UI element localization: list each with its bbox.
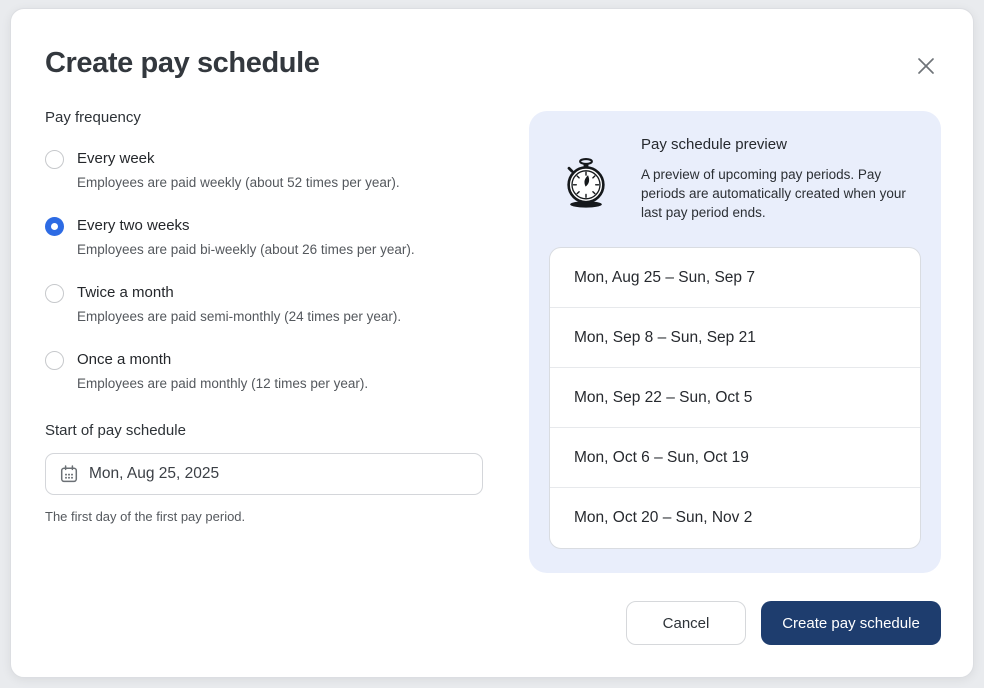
pay-schedule-preview-panel: Pay schedule preview A preview of upcomi…	[529, 111, 941, 573]
radio-unselected-icon[interactable]	[45, 351, 64, 370]
pay-periods-list: Mon, Aug 25 – Sun, Sep 7 Mon, Sep 8 – Su…	[549, 247, 921, 549]
pay-frequency-label: Pay frequency	[45, 109, 141, 126]
create-pay-schedule-dialog: Create pay schedule Pay frequency Every …	[10, 8, 974, 678]
option-label: Every week	[77, 150, 155, 167]
frequency-option-once-a-month[interactable]: Once a month Employees are paid monthly …	[45, 350, 507, 391]
frequency-option-twice-a-month[interactable]: Twice a month Employees are paid semi-mo…	[45, 283, 507, 324]
pay-period-row: Mon, Sep 8 – Sun, Sep 21	[550, 308, 920, 368]
start-date-helper-text: The first day of the first pay period.	[45, 509, 246, 524]
radio-selected-icon[interactable]	[45, 217, 64, 236]
pay-period-row: Mon, Aug 25 – Sun, Sep 7	[550, 248, 920, 308]
start-date-input[interactable]: Mon, Aug 25, 2025	[45, 453, 483, 495]
preview-description: A preview of upcoming pay periods. Pay p…	[641, 167, 906, 220]
frequency-option-every-week[interactable]: Every week Employees are paid weekly (ab…	[45, 149, 507, 190]
frequency-options: Every week Employees are paid weekly (ab…	[45, 149, 507, 391]
start-date-value: Mon, Aug 25, 2025	[89, 465, 220, 482]
option-description: Employees are paid monthly (12 times per…	[77, 376, 369, 391]
cancel-button[interactable]: Cancel	[626, 601, 746, 645]
close-button[interactable]	[911, 51, 941, 81]
option-label: Twice a month	[77, 284, 174, 301]
create-pay-schedule-button[interactable]: Create pay schedule	[761, 601, 941, 645]
pay-frequency-form: Pay frequency Every week Employees are p…	[45, 109, 507, 524]
start-of-pay-schedule-label: Start of pay schedule	[45, 422, 186, 439]
calendar-icon	[59, 464, 79, 484]
option-description: Employees are paid weekly (about 52 time…	[77, 175, 400, 190]
radio-unselected-icon[interactable]	[45, 284, 64, 303]
close-icon	[913, 53, 939, 79]
option-description: Employees are paid bi-weekly (about 26 t…	[77, 242, 415, 257]
option-label: Once a month	[77, 351, 172, 368]
frequency-option-every-two-weeks[interactable]: Every two weeks Employees are paid bi-we…	[45, 216, 507, 257]
pay-period-row: Mon, Sep 22 – Sun, Oct 5	[550, 368, 920, 428]
option-label: Every two weeks	[77, 217, 190, 234]
option-description: Employees are paid semi-monthly (24 time…	[77, 309, 402, 324]
stopwatch-icon	[558, 153, 614, 211]
pay-period-row: Mon, Oct 6 – Sun, Oct 19	[550, 428, 920, 488]
radio-unselected-icon[interactable]	[45, 150, 64, 169]
dialog-title: Create pay schedule	[45, 47, 320, 79]
pay-period-row: Mon, Oct 20 – Sun, Nov 2	[574, 509, 753, 526]
preview-title: Pay schedule preview	[641, 136, 787, 153]
